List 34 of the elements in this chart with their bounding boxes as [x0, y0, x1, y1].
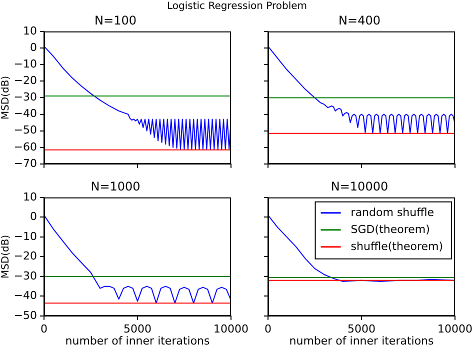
x-tick-label: 10000 [214, 322, 248, 336]
text: Logistic Regression Problem [166, 1, 308, 12]
y-axis-title: MSD(dB) [0, 234, 12, 279]
chart-title: N=10000 [330, 179, 388, 194]
x-tick-label: 5000 [348, 322, 376, 336]
y-tick-label: 0 [30, 40, 37, 54]
y-tick-label: −40 [14, 289, 37, 302]
y-tick-label: −10 [14, 230, 37, 243]
y-tick-label: −40 [14, 107, 37, 120]
legend-label: SGD(theorem) [350, 222, 430, 236]
x-axis-title: number of inner iterations [65, 334, 210, 348]
x-tick-label: 0 [264, 322, 272, 336]
y-tick-label: −30 [14, 90, 37, 104]
y-tick-label: 10 [23, 190, 37, 204]
y-tick-label: −30 [14, 269, 37, 282]
y-tick-label: 10 [23, 24, 37, 38]
y-tick-label: −20 [14, 74, 37, 87]
legend-label: shuffle(theorem) [350, 240, 444, 253]
y-tick-label: −60 [14, 140, 37, 154]
x-axis-title: number of inner iterations [289, 334, 434, 348]
y-tick-label: −70 [14, 156, 37, 170]
x-tick-label: 10000 [438, 322, 472, 336]
y-tick-label: −50 [14, 124, 37, 137]
y-axis-title: MSD(dB) [0, 76, 12, 120]
y-tick-label: −20 [14, 250, 37, 263]
chart-title: N=100 [94, 13, 136, 28]
y-tick-label: −10 [14, 57, 37, 70]
legend-label: random shuffle [350, 206, 434, 219]
y-tick-label: 0 [30, 210, 37, 224]
chart-title: N=400 [338, 13, 380, 28]
y-tick-label: −50 [14, 308, 37, 322]
x-tick-label: 5000 [124, 322, 152, 336]
chart-title: N=1000 [90, 179, 140, 194]
x-tick-label: 0 [40, 322, 48, 336]
